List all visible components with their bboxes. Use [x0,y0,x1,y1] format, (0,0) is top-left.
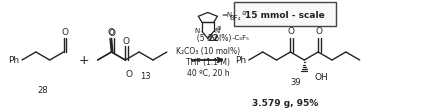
Text: 28: 28 [38,85,48,95]
Text: O: O [108,28,114,37]
Text: –C₆F₅: –C₆F₅ [232,36,250,41]
Text: O: O [288,27,295,36]
Text: 40 ºC, 20 h: 40 ºC, 20 h [187,69,229,78]
Text: K₂CO₃ (10 mol%): K₂CO₃ (10 mol%) [176,46,240,56]
Text: O: O [123,37,130,46]
Text: 15 mmol - scale: 15 mmol - scale [245,11,325,19]
Text: +: + [78,54,89,67]
Text: 39: 39 [290,78,301,86]
Text: O: O [61,28,68,37]
Text: N: N [215,28,220,34]
Text: 22: 22 [208,33,220,42]
Text: (5 mol%): (5 mol%) [192,33,232,42]
Text: Ph: Ph [8,56,19,65]
FancyBboxPatch shape [234,2,336,26]
Text: Ph: Ph [235,56,246,65]
Text: O: O [126,70,133,79]
Text: THF (1.1 M): THF (1.1 M) [186,57,230,67]
Text: O: O [316,27,323,36]
Text: O: O [109,29,116,38]
Text: OH: OH [314,73,328,82]
Text: BF₄: BF₄ [230,15,241,21]
Text: 3.579 g, 95%: 3.579 g, 95% [252,98,318,108]
Text: ⊕: ⊕ [217,26,222,31]
Text: N: N [195,28,200,34]
Text: ⊖: ⊖ [242,11,246,15]
Text: =N: =N [222,12,232,18]
Text: 13: 13 [140,71,151,81]
